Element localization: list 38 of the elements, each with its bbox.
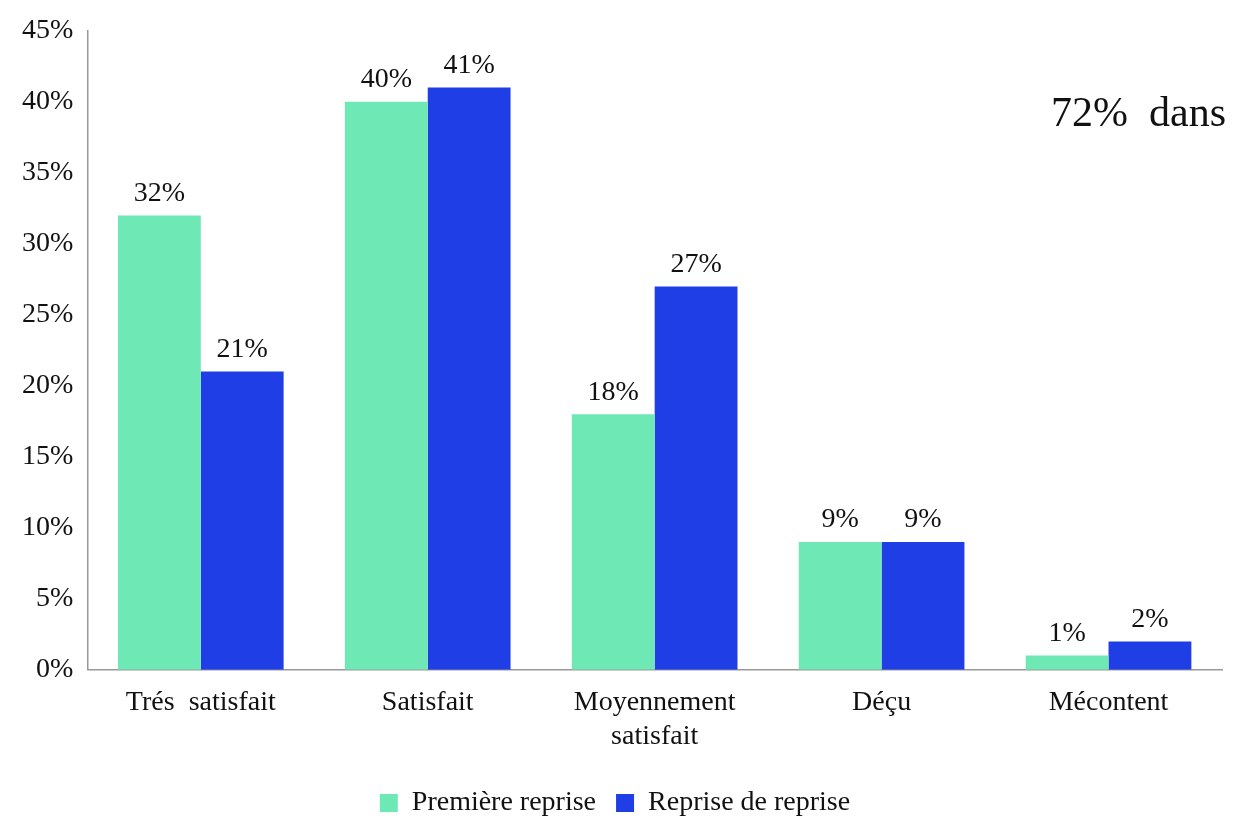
x-tick-label: Trés satisfait	[125, 684, 276, 716]
bar	[1108, 641, 1192, 670]
bar	[200, 371, 284, 670]
bar	[344, 101, 428, 670]
legend-label: Première reprise	[411, 785, 597, 817]
y-tick-label: 35%	[22, 155, 74, 187]
y-tick-label: 20%	[22, 368, 74, 400]
x-tick-label: Satisfait	[381, 684, 474, 716]
bar	[654, 286, 738, 670]
bar	[427, 87, 511, 670]
y-tick-label: 40%	[22, 84, 74, 116]
legend-label: Reprise de reprise	[648, 785, 851, 817]
x-tick-label: Mécontent	[1048, 684, 1169, 716]
bar	[881, 542, 965, 670]
y-tick-label: 5%	[36, 581, 74, 613]
bar	[571, 414, 655, 670]
bar	[117, 215, 201, 670]
y-tick-label: 0%	[36, 652, 74, 684]
data-label: 27%	[670, 246, 722, 278]
bar	[1025, 655, 1109, 670]
data-label: 9%	[821, 502, 859, 534]
data-label: 18%	[587, 374, 639, 406]
y-tick-label: 25%	[22, 297, 74, 329]
data-label: 40%	[360, 62, 412, 94]
bar	[798, 542, 882, 670]
data-label: 1%	[1048, 615, 1086, 647]
y-tick-label: 10%	[22, 510, 74, 542]
y-tick-label: 45%	[22, 13, 74, 45]
y-tick-label: 30%	[22, 226, 74, 258]
data-label: 9%	[904, 502, 942, 534]
x-tick-label: Déçu	[852, 684, 912, 716]
data-label: 2%	[1131, 601, 1169, 633]
annotation: 72% dans	[1051, 89, 1226, 136]
x-tick-label: Moyennement satisfait	[573, 684, 736, 750]
y-tick-label: 15%	[22, 439, 74, 471]
data-label: 32%	[133, 175, 186, 207]
data-label: 21%	[216, 331, 268, 363]
data-label: 41%	[443, 47, 495, 79]
